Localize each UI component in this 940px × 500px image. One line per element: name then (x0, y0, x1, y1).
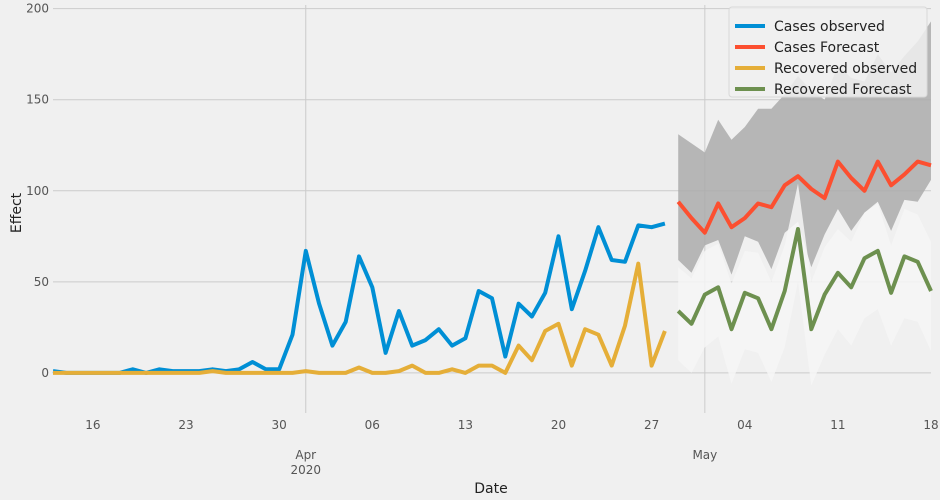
x-tick-label: 06 (365, 418, 380, 432)
series-lines (52, 159, 933, 375)
y-tick-label: 150 (26, 93, 49, 107)
x-tick-label: 20 (551, 418, 566, 432)
legend-label: Cases observed (774, 19, 885, 35)
x-major-tick-sublabel: 2020 (290, 463, 321, 477)
legend: Cases observed Cases Forecast Recovered ob… (728, 6, 928, 98)
x-major-tick-label: May (692, 448, 717, 462)
x-tick-label: 23 (178, 418, 193, 432)
y-tick-label: 50 (34, 275, 49, 289)
series-line (676, 159, 932, 235)
legend-label: Recovered Forecast (774, 82, 912, 98)
y-tick-label: 100 (26, 184, 49, 198)
y-axis-label: Effect (9, 192, 25, 233)
series-line (52, 221, 666, 375)
x-major-tick-label: Apr (295, 448, 316, 462)
x-tick-label: 27 (644, 418, 659, 432)
y-axis-ticks: 0 50 100 150 200 (26, 2, 49, 380)
y-tick-label: 0 (41, 366, 49, 380)
series-line (676, 227, 933, 332)
x-tick-label: 30 (272, 418, 287, 432)
series-line (53, 261, 667, 375)
legend-label: Cases Forecast (774, 40, 880, 56)
x-tick-label: 16 (85, 418, 100, 432)
x-tick-label: 11 (830, 418, 845, 432)
x-axis-label: Date (474, 481, 507, 497)
y-tick-label: 200 (26, 2, 49, 16)
legend-box (728, 6, 928, 98)
x-tick-label: 04 (737, 418, 752, 432)
x-tick-label: 13 (458, 418, 473, 432)
legend-label: Recovered observed (774, 61, 917, 77)
x-tick-label: 18 (923, 418, 938, 432)
